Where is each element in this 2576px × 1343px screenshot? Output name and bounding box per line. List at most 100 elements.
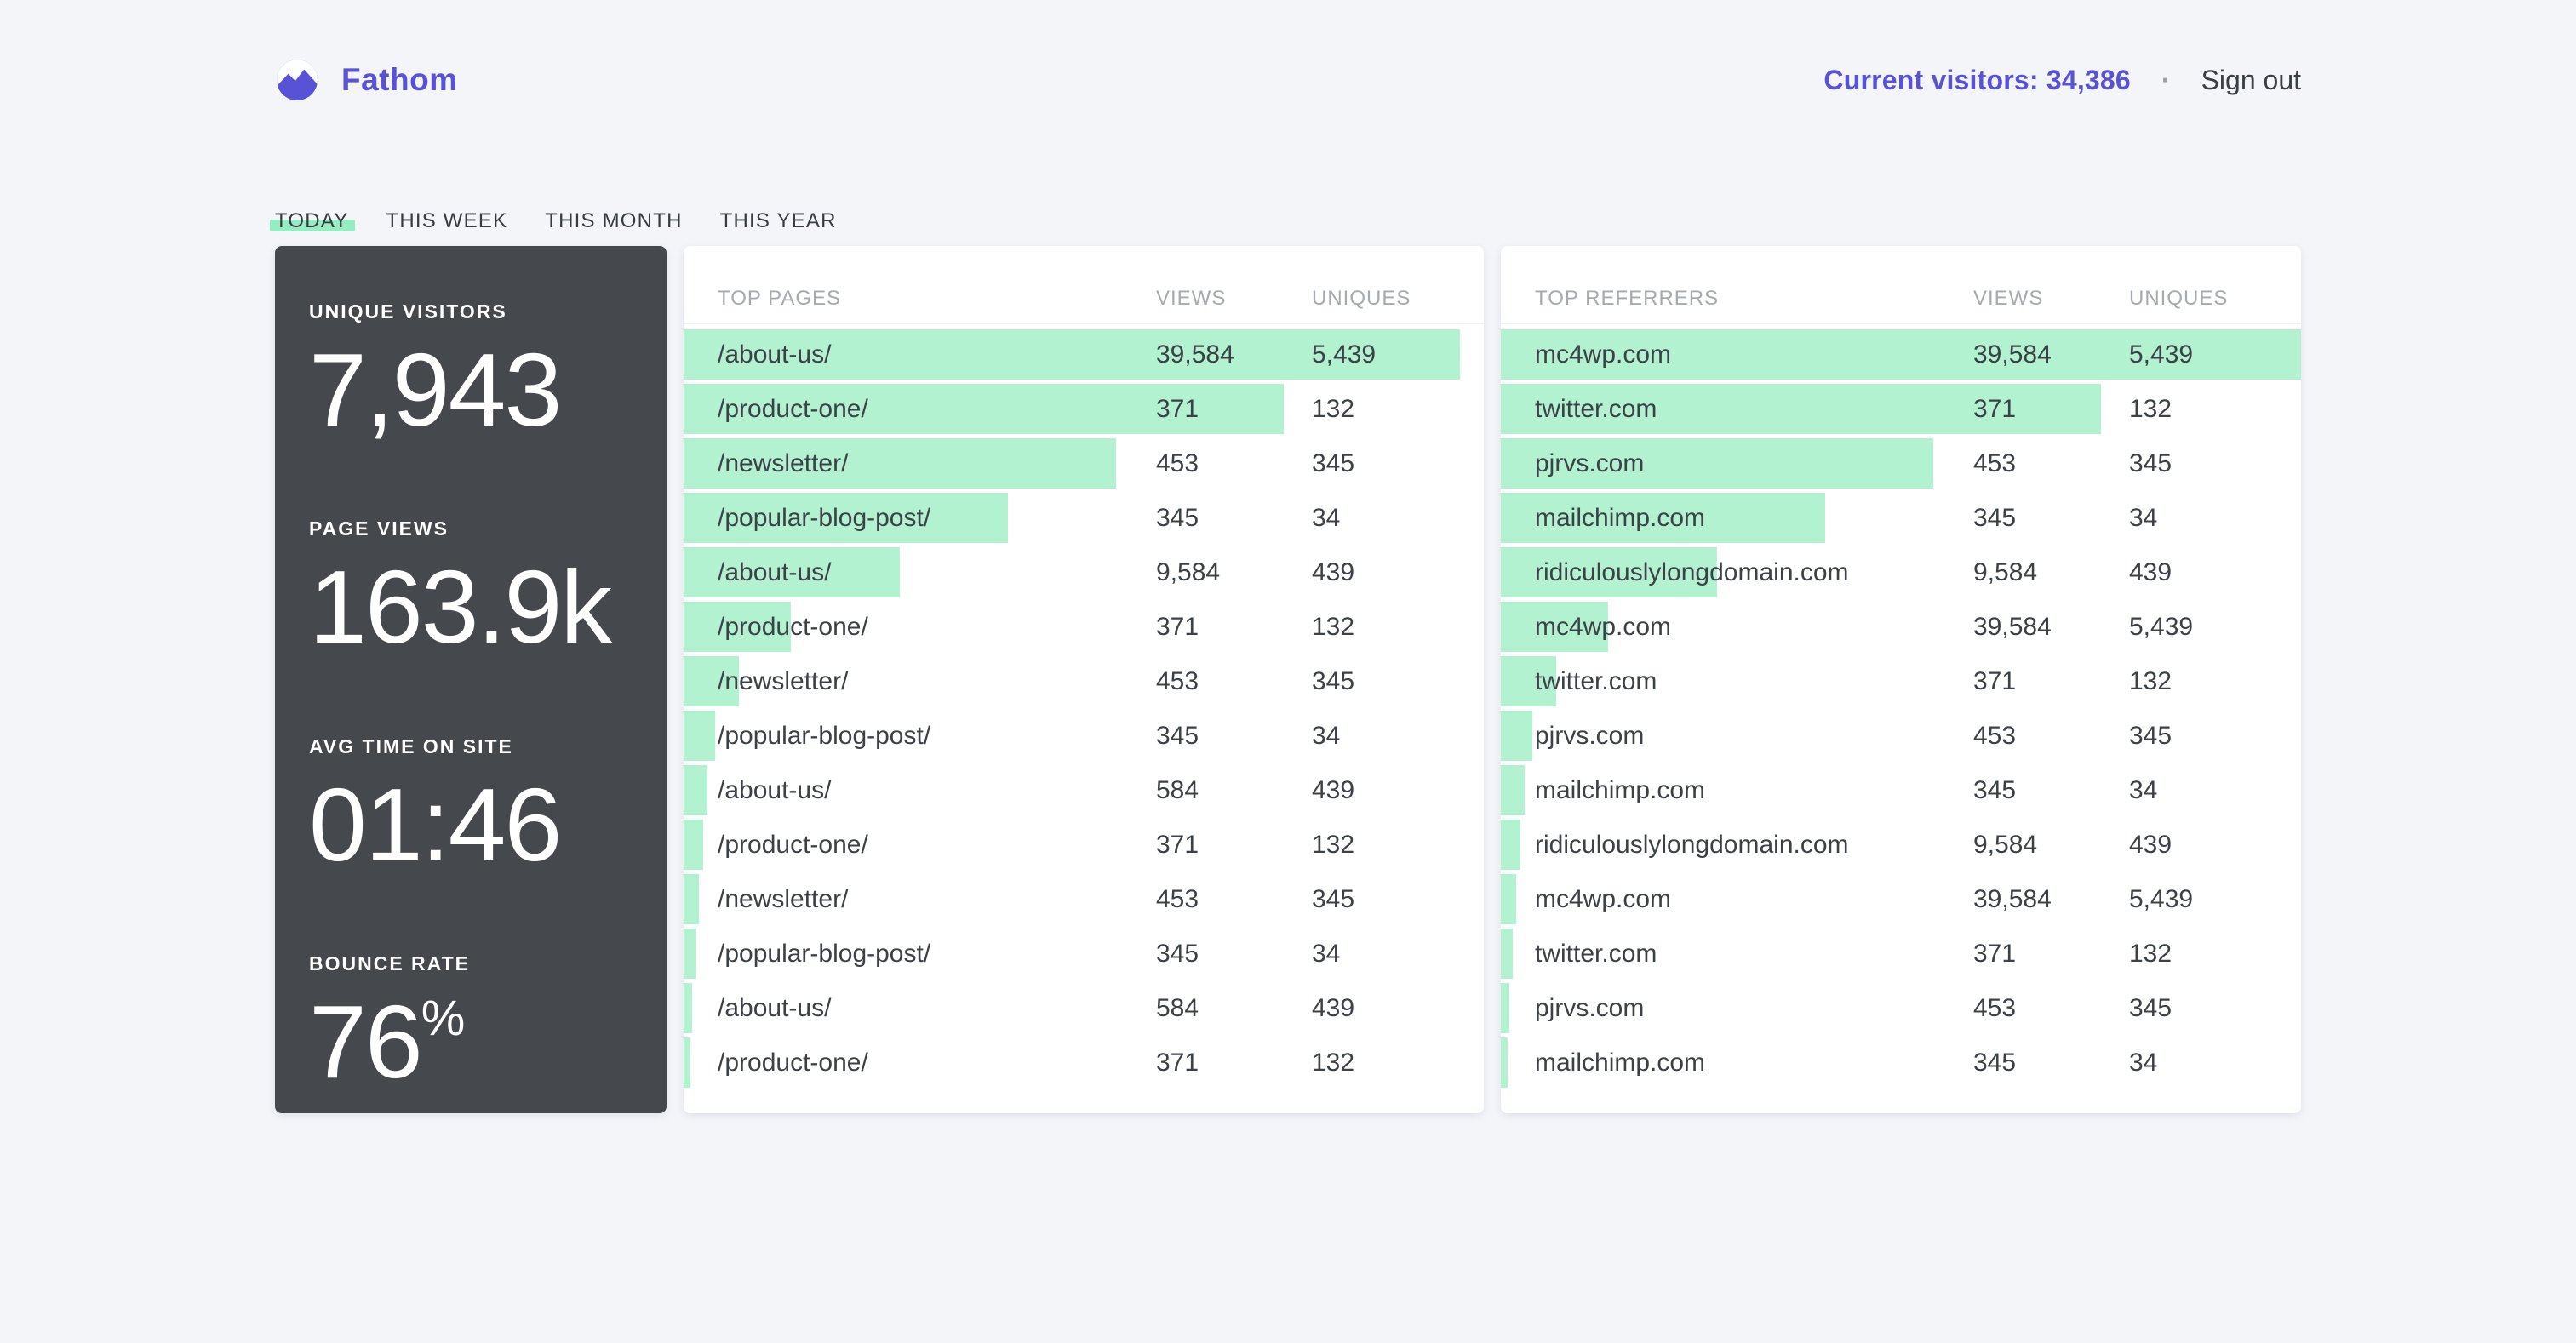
referrer-domain: mc4wp.com [1535,613,1672,641]
stat-bounce-rate: BOUNCE RATE 76% [309,952,633,1101]
uniques-value: 132 [2129,667,2172,695]
row-value-bar [1501,1037,1508,1088]
referrer-domain: twitter.com [1535,667,1657,695]
row-value-bar [1501,765,1526,815]
uniques-value: 5,439 [2129,340,2194,369]
uniques-value: 345 [1312,667,1355,695]
uniques-value: 34 [1312,504,1341,532]
row-value-bar [1501,820,1520,870]
uniques-value: 345 [1312,449,1355,477]
table-row: /about-us/584 439 [684,981,1484,1036]
table-row: pjrvs.com 453 345 [1501,709,2301,763]
row-value-bar [1501,711,1532,761]
uniques-value: 345 [2129,722,2172,750]
uniques-value: 439 [1312,994,1355,1022]
uniques-column-header: UNIQUES [1312,287,1411,310]
uniques-value: 132 [1312,1049,1355,1077]
table-row: /product-one/371 132 [684,1036,1484,1090]
table-row: mailchimp.com 345 34 [1501,1036,2301,1090]
table-row: mc4wp.com 39,584 5,439 [1501,872,2301,927]
stat-value: 01:46 [309,766,562,883]
page-path: /product-one/ [718,395,868,423]
table-row: ridiculouslylongdomain.com 9,584 439 [1501,546,2301,600]
referrer-domain: ridiculouslylongdomain.com [1535,558,1849,586]
tab-this-week[interactable]: THIS WEEK [386,209,508,232]
top-referrers-rows: mc4wp.com 39,584 5,439 twitter.com 371 132 pjr… [1501,324,2301,1090]
tab-this-year[interactable]: THIS YEAR [719,209,837,232]
referrer-domain: ridiculouslylongdomain.com [1535,831,1849,859]
views-value: 345 [1156,504,1199,532]
sign-out-link[interactable]: Sign out [2201,64,2301,95]
page-path: /about-us/ [718,994,832,1022]
uniques-column-header: UNIQUES [2129,287,2229,310]
table-row: /popular-blog-post/345 34 [684,491,1484,546]
row-value-bar [684,329,1460,380]
uniques-value: 34 [1312,722,1341,750]
views-value: 453 [1973,449,2017,477]
table-row: mc4wp.com 39,584 5,439 [1501,328,2301,382]
uniques-value: 439 [1312,776,1355,804]
uniques-value: 34 [2129,504,2158,532]
page-path: /product-one/ [718,831,868,859]
views-value: 453 [1156,449,1199,477]
tab-today[interactable]: TODAY [269,209,356,232]
uniques-value: 5,439 [2129,613,2194,641]
row-value-bar [1501,547,1717,597]
table-row: /about-us/584 439 [684,763,1484,818]
stat-label: BOUNCE RATE [309,952,470,974]
page-path: /newsletter/ [718,449,849,477]
row-value-bar [1501,602,1608,652]
top-referrers-title: TOP REFERRERS [1535,287,1720,310]
referrer-domain: mc4wp.com [1535,340,1672,369]
row-value-bar [684,438,1116,489]
uniques-value: 34 [2129,1049,2158,1077]
views-value: 9,584 [1973,831,2038,859]
table-row: ridiculouslylongdomain.com 9,584 439 [1501,818,2301,872]
stat-value: 76% [309,983,466,1100]
uniques-value: 132 [1312,395,1355,423]
table-row: mc4wp.com 39,584 5,439 [1501,600,2301,654]
uniques-value: 5,439 [2129,885,2194,913]
uniques-value: 132 [1312,613,1355,641]
table-row: pjrvs.com 453 345 [1501,981,2301,1036]
referrer-domain: twitter.com [1535,395,1657,423]
row-value-bar [1501,983,1510,1033]
stat-label: AVG TIME ON SITE [309,734,513,757]
table-row: /newsletter/453 345 [684,437,1484,491]
table-row: /product-one/371 132 [684,600,1484,654]
row-value-bar [684,983,693,1033]
row-value-bar [684,602,791,652]
stat-value: 7,943 [309,332,562,448]
row-value-bar [684,820,703,870]
row-value-bar [684,493,1008,543]
page-container: Fathom Current visitors: 34,386 · Sign o… [269,0,2301,1113]
row-value-bar [1501,493,1825,543]
row-value-bar [684,711,715,761]
views-value: 39,584 [1973,340,2052,369]
views-value: 345 [1973,776,2017,804]
uniques-value: 132 [2129,395,2172,423]
uniques-value: 34 [1312,940,1341,968]
tab-this-month[interactable]: THIS MONTH [545,209,683,232]
row-value-bar [1501,384,2101,434]
brand-name: Fathom [341,62,458,97]
page-path: /about-us/ [718,340,832,369]
brand[interactable]: Fathom [275,58,458,102]
referrer-domain: twitter.com [1535,940,1657,968]
views-value: 371 [1156,1049,1199,1077]
views-value: 453 [1973,994,2017,1022]
views-value: 345 [1156,722,1199,750]
page-path: /popular-blog-post/ [718,504,931,532]
row-value-bar [1501,874,1516,924]
referrer-domain: mc4wp.com [1535,885,1672,913]
row-value-bar [684,547,900,597]
table-row: twitter.com 371 132 [1501,382,2301,437]
page-path: /popular-blog-post/ [718,940,931,968]
stat-avg-time-on-site: AVG TIME ON SITE 01:46 [309,735,633,884]
uniques-value: 439 [2129,558,2172,586]
page-path: /product-one/ [718,613,868,641]
separator-dot: · [2161,64,2171,95]
page-path: /newsletter/ [718,667,849,695]
table-row: /product-one/371 132 [684,818,1484,872]
fathom-logo-icon [275,58,319,102]
